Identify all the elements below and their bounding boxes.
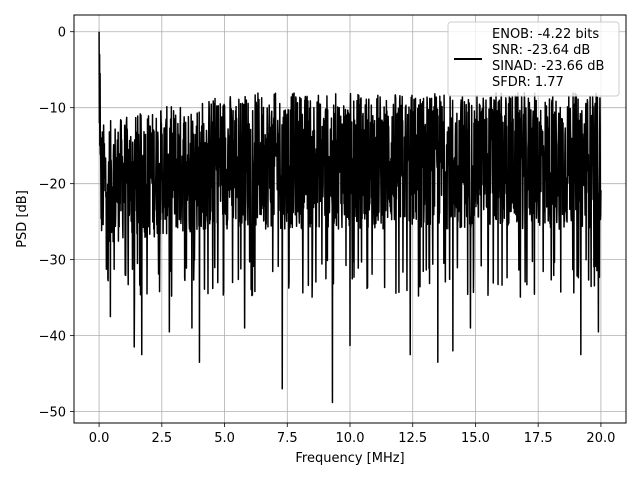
y-tick-label: −10 bbox=[39, 102, 66, 117]
x-axis-ticks: 0.0 2.5 5.0 7.5 10.0 12.5 15.0 17.5 20.0 bbox=[89, 423, 615, 446]
psd-series bbox=[98, 31, 602, 404]
x-tick-label: 7.5 bbox=[277, 431, 298, 446]
legend-enob: ENOB: -4.22 bits bbox=[492, 27, 599, 42]
y-tick-label: −40 bbox=[39, 330, 66, 345]
y-tick-label: 0 bbox=[58, 26, 66, 41]
x-tick-label: 12.5 bbox=[398, 431, 427, 446]
legend: ENOB: -4.22 bits SNR: -23.64 dB SINAD: -… bbox=[447, 21, 620, 97]
y-tick-label: −20 bbox=[39, 178, 66, 193]
x-axis-label: Frequency [MHz] bbox=[295, 451, 404, 466]
x-tick-label: 0.0 bbox=[89, 431, 110, 446]
y-axis-label: PSD [dB] bbox=[15, 190, 30, 248]
legend-sfdr: SFDR: 1.77 bbox=[492, 75, 564, 90]
x-tick-label: 15.0 bbox=[461, 431, 490, 446]
legend-snr: SNR: -23.64 dB bbox=[492, 43, 590, 58]
legend-box bbox=[447, 21, 620, 97]
x-tick-label: 20.0 bbox=[586, 431, 615, 446]
x-tick-label: 5.0 bbox=[214, 431, 235, 446]
x-tick-label: 10.0 bbox=[336, 431, 365, 446]
psd-line bbox=[98, 31, 602, 404]
x-tick-label: 2.5 bbox=[151, 431, 172, 446]
y-tick-label: −30 bbox=[39, 254, 66, 269]
legend-sinad: SINAD: -23.66 dB bbox=[492, 59, 604, 74]
y-tick-label: −50 bbox=[39, 406, 66, 421]
y-axis-ticks: 0 −10 −20 −30 −40 −50 bbox=[39, 26, 74, 421]
x-tick-label: 17.5 bbox=[524, 431, 553, 446]
